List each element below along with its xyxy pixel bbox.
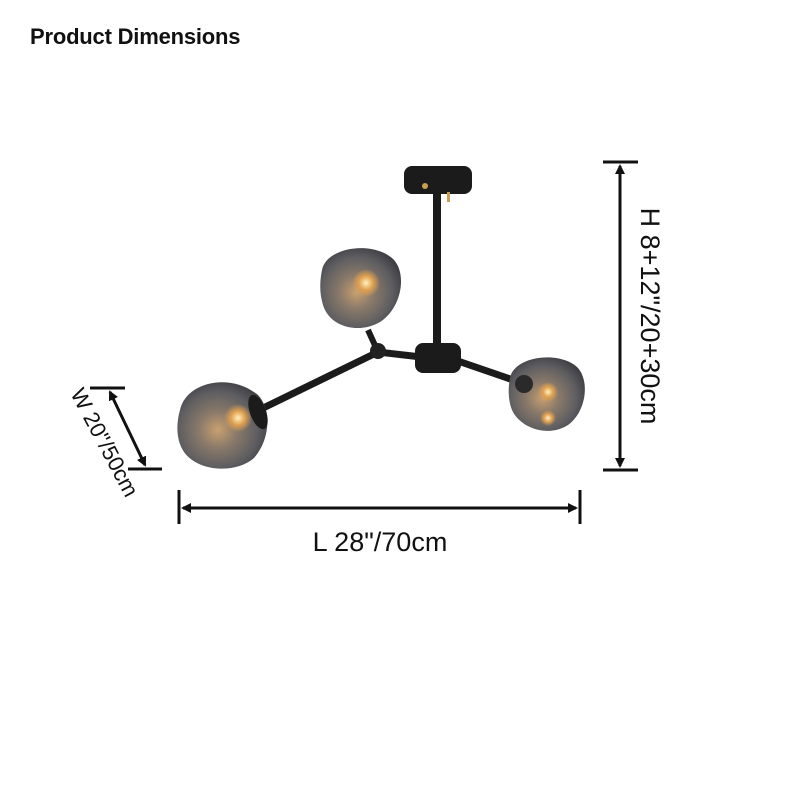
page-title: Product Dimensions [30, 24, 241, 49]
socket-left [248, 394, 268, 430]
bulb-left [224, 404, 252, 432]
height-label: H 8+12"/20+30cm [635, 208, 665, 425]
stem [433, 192, 441, 350]
bulb-upper [352, 269, 380, 297]
globe-left [177, 382, 268, 469]
socket-right [515, 375, 533, 393]
bulb-right-reflection [540, 410, 556, 426]
arm-joint [370, 343, 386, 359]
bulb-right [538, 382, 558, 402]
hub [415, 343, 461, 373]
ceiling-lamp-illustration [177, 166, 585, 469]
canopy-screw [422, 183, 428, 189]
canopy-screw [447, 192, 450, 202]
width-label: W 20"/50cm [66, 384, 144, 501]
canopy [404, 166, 472, 194]
width-dimension: W 20"/50cm [66, 384, 162, 501]
height-dimension: H 8+12"/20+30cm [603, 160, 665, 472]
length-label: L 28"/70cm [313, 527, 448, 557]
length-dimension: L 28"/70cm [177, 490, 582, 557]
arm-left-lower [253, 348, 380, 416]
width-arrow [108, 390, 147, 467]
